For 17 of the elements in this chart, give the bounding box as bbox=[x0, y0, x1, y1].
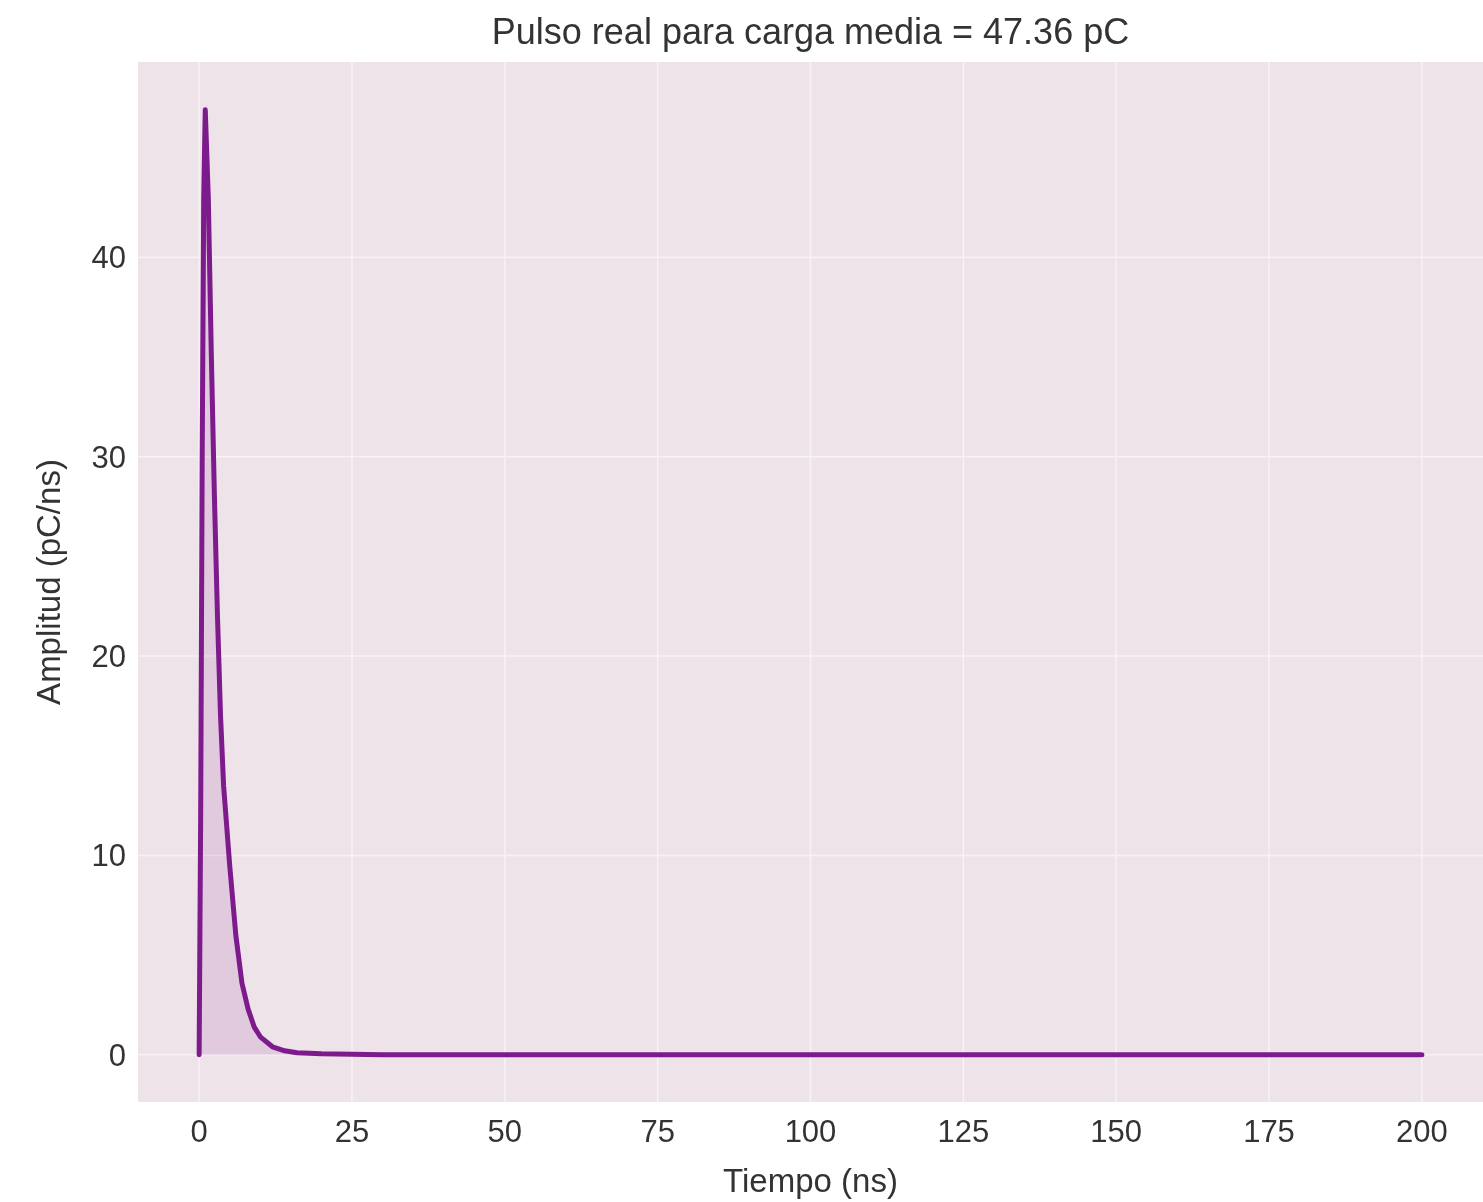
x-tick-label: 50 bbox=[487, 1114, 523, 1149]
y-axis-title: Amplitud (pC/ns) bbox=[30, 459, 67, 705]
y-tick-label: 30 bbox=[91, 439, 126, 475]
x-tick-label: 175 bbox=[1243, 1114, 1295, 1149]
y-tick-label: 10 bbox=[91, 838, 126, 874]
x-axis-title: Tiempo (ns) bbox=[723, 1162, 898, 1199]
y-tick-label: 20 bbox=[91, 639, 126, 675]
x-tick-label: 200 bbox=[1396, 1114, 1448, 1149]
x-tick-label: 100 bbox=[784, 1114, 837, 1149]
chart-title: Pulso real para carga media = 47.36 pC bbox=[491, 11, 1130, 52]
x-tick-label: 25 bbox=[334, 1114, 370, 1149]
y-tick-label: 40 bbox=[91, 240, 126, 276]
x-tick-label: 0 bbox=[190, 1114, 208, 1149]
x-tick-label: 75 bbox=[640, 1114, 675, 1149]
x-tick-label: 125 bbox=[937, 1114, 990, 1149]
x-tick-label: 150 bbox=[1090, 1114, 1143, 1149]
y-tick-label: 0 bbox=[108, 1037, 126, 1073]
